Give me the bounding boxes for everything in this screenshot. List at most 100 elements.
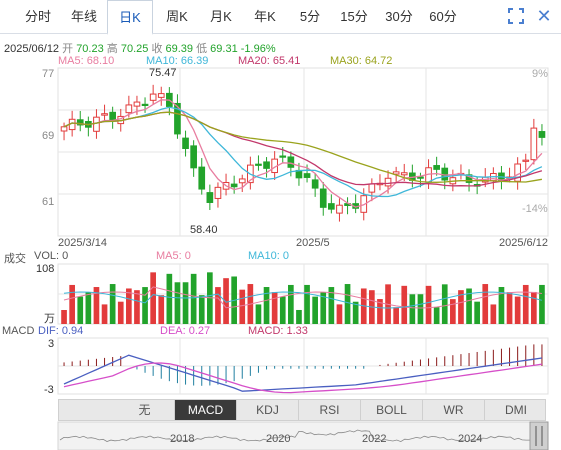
candle-body	[157, 93, 165, 98]
volume-bar	[336, 304, 343, 324]
ma10-label: MA10: 66.39	[146, 55, 209, 67]
volume-bar	[239, 289, 246, 324]
indicator-boll[interactable]: BOLL	[361, 400, 423, 420]
period-tabs: 分时 年线 日K 周K 月K 年K 5分 15分 30分 60分 ✕	[0, 0, 561, 35]
volume-bar	[150, 272, 156, 324]
volume-bar	[352, 301, 359, 324]
candle-body	[522, 159, 530, 162]
macd-lines	[63, 354, 542, 394]
candle-body	[384, 177, 392, 187]
volume-bar	[77, 296, 84, 324]
low-label: 低	[196, 43, 208, 55]
volume-bar	[93, 287, 100, 324]
volume-bar	[490, 304, 497, 324]
volume-ma-lines	[63, 286, 543, 309]
candle-body	[433, 165, 440, 170]
volume-bar	[531, 291, 537, 324]
candle-body	[125, 104, 133, 114]
candle-body	[198, 166, 206, 190]
tab-fenshi[interactable]: 分时	[24, 9, 51, 24]
macd-axis-bottom: -3	[44, 384, 54, 396]
volume-ma5: MA5: 0	[156, 250, 191, 262]
candle-body	[206, 192, 214, 203]
volume-bar	[466, 288, 472, 324]
volume-bar	[215, 287, 221, 324]
macd-grid	[57, 337, 549, 395]
volume-bar	[312, 296, 318, 324]
indicator-none[interactable]: 无	[115, 400, 175, 420]
volume-bar	[401, 285, 408, 324]
tab-nianxian[interactable]: 年线	[70, 9, 97, 24]
candle-body	[141, 103, 149, 107]
candle-body	[238, 178, 246, 184]
candlesticks	[60, 84, 546, 222]
candle-body	[182, 137, 189, 149]
volume-bar	[255, 304, 262, 324]
tab-yearly-k[interactable]: 年K	[254, 9, 276, 24]
high-annotation: 75.47	[149, 67, 177, 79]
ma30-line	[63, 111, 543, 183]
indicator-toolbar: 无 MACD KDJ RSI BOLL WR DMI	[58, 399, 546, 421]
volume-bar	[85, 292, 92, 324]
candle-body	[263, 161, 270, 169]
candle-body	[149, 93, 157, 101]
volume-bar	[126, 288, 132, 324]
volume-bar	[158, 295, 165, 324]
volume-bar	[498, 287, 505, 324]
candle-body	[368, 183, 376, 193]
ohlc-info: 2025/06/12 开 70.23 高 70.25 收 69.39 低 69.…	[4, 40, 276, 56]
tab-5min[interactable]: 5分	[299, 9, 321, 24]
candle-body	[538, 131, 546, 138]
overview-window	[529, 421, 549, 450]
indicator-macd[interactable]: MACD	[175, 400, 237, 420]
price-axis-mid: 69	[42, 130, 55, 142]
tab-monthly-k[interactable]: 月K	[210, 9, 232, 24]
tab-weekly-k[interactable]: 周K	[166, 9, 188, 24]
tab-60min[interactable]: 60分	[429, 9, 457, 24]
volume-bar	[271, 292, 278, 324]
tab-daily-k[interactable]: 日K	[107, 0, 153, 35]
volume-bar	[474, 301, 480, 324]
close-icon[interactable]: ✕	[536, 6, 552, 26]
volume-bar	[433, 307, 440, 324]
price-grid	[57, 67, 549, 237]
candle-body	[133, 101, 141, 107]
indicator-rsi[interactable]: RSI	[299, 400, 361, 420]
ma10-line	[63, 106, 543, 198]
volume-bar	[514, 296, 521, 324]
low-value: 69.31	[210, 43, 238, 55]
price-axis-top: 77	[42, 68, 55, 80]
volume-bar	[539, 284, 545, 324]
ma30-label: MA30: 64.72	[330, 55, 393, 67]
change-value: -1.96%	[240, 43, 276, 55]
tab-15min[interactable]: 15分	[340, 9, 368, 24]
candle-body	[230, 183, 238, 188]
candle-body	[336, 204, 343, 214]
high-label: 高	[106, 43, 118, 55]
macd-axis-top: 3	[48, 338, 55, 350]
candle-body	[279, 155, 287, 158]
overview-year-2018: 2018	[170, 433, 195, 445]
date-end: 2025/6/12	[499, 237, 548, 249]
candle-body	[109, 111, 116, 121]
volume-bar	[393, 307, 399, 324]
volume-bar	[190, 273, 197, 324]
volume-bar	[101, 304, 108, 324]
volume-bar	[223, 278, 229, 324]
open-value: 70.23	[76, 43, 104, 55]
indicator-dmi[interactable]: DMI	[505, 403, 527, 417]
indicator-wr[interactable]: WR	[423, 400, 485, 420]
volume-axis-top: 108	[36, 263, 55, 275]
volume-bar	[109, 284, 116, 324]
macd-histogram	[63, 344, 543, 386]
volume-bar	[458, 290, 464, 324]
tab-30min[interactable]: 30分	[385, 9, 413, 24]
macd-dif: DIF: 0.94	[38, 325, 84, 337]
close-value: 69.39	[165, 43, 194, 55]
pct-axis-bottom: -14%	[522, 203, 548, 215]
macd-dea: DEA: 0.27	[160, 325, 211, 337]
volume-ma10: MA10: 0	[248, 250, 289, 262]
fullscreen-icon[interactable]	[508, 8, 524, 24]
indicator-kdj[interactable]: KDJ	[237, 400, 299, 420]
